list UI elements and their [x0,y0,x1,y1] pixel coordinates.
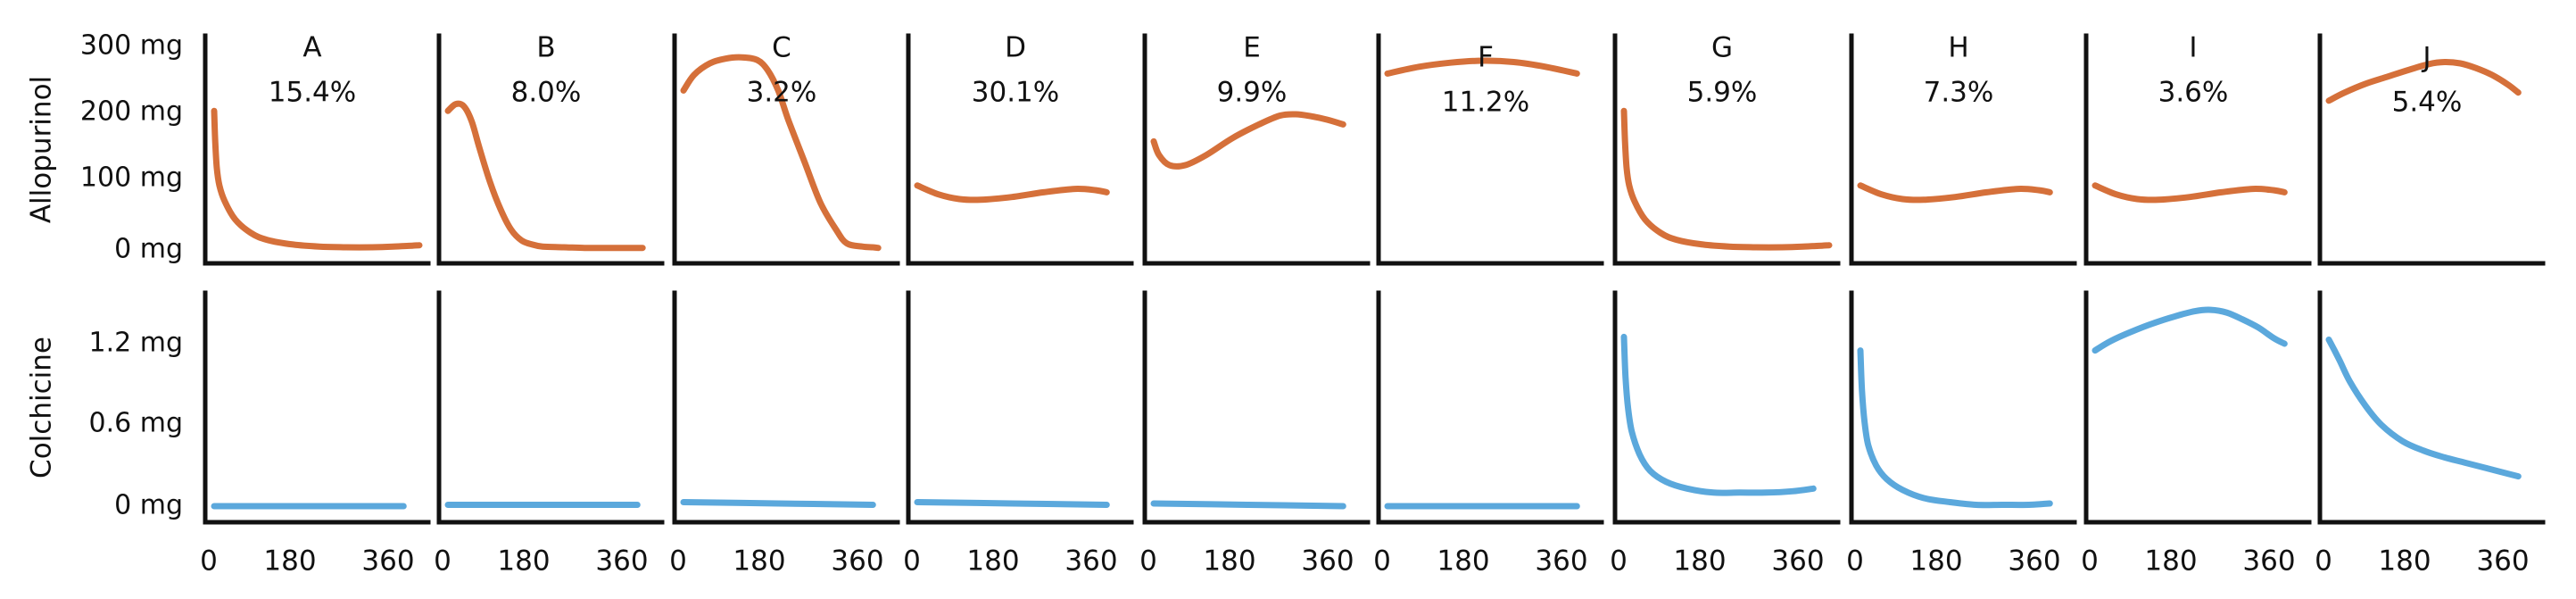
panel-percentage: 3.2% [747,77,817,109]
colchicine-line-d [914,499,1110,508]
allopurinol-line-h [1857,182,2053,204]
allopurinol-line-c [680,54,882,252]
allopurinol-line-f [1384,57,1580,77]
x-tick-label: 360 [2242,545,2295,578]
panel-label: G [1711,32,1733,64]
x-tick-label: 0 [2081,545,2099,578]
panel-f: F 11.2% 0 180 360 [1373,33,1604,578]
x-tick-label: 0 [434,545,451,578]
allopurinol-line-g [1620,107,1833,251]
panel-label: A [302,32,321,64]
panel-d: D 30.1% 0 180 360 [903,32,1134,578]
y-axis-title-allopurinol: Allopurinol [26,76,58,223]
x-tick-label: 360 [1535,545,1587,578]
panel-e: E 9.9% 0 180 360 [1139,32,1371,578]
x-tick-label: 360 [1771,545,1824,578]
x-tick-label: 0 [903,545,921,578]
allopurinol-line-i [2091,182,2288,204]
x-tick-label: 360 [595,545,648,578]
y-axis-title-colchicine: Colchicine [26,337,58,478]
panel-label: I [2189,32,2197,64]
panel-label: F [1478,42,1494,74]
x-tick-label: 180 [2144,545,2197,578]
panel-label: C [772,32,791,64]
x-tick-label: 360 [2008,545,2060,578]
panel-b: B 8.0% 0 180 360 [434,32,665,578]
panel-a: A 15.4% 0 180 360 [200,32,431,578]
colchicine-line-j [2325,337,2522,480]
panel-label: E [1243,32,1261,64]
panel-j: J 5.4% 0 180 360 [2315,33,2546,578]
colchicine-line-c [680,499,876,508]
x-tick-label: 360 [1301,545,1354,578]
x-tick-label: 360 [831,545,883,578]
x-tick-label: 0 [1846,545,1864,578]
x-tick-label: 0 [1610,545,1628,578]
panel-percentage: 5.9% [1687,77,1758,109]
x-tick-label: 360 [361,545,414,578]
x-tick-label: 180 [1203,545,1255,578]
x-tick-label: 360 [1064,545,1117,578]
x-tick-label: 0 [669,545,687,578]
y-tick-label: 1.2 mg [88,328,183,359]
panel-label: D [1005,32,1026,64]
panel-percentage: 11.2% [1442,87,1529,119]
colchicine-line-i [2091,306,2288,354]
y-tick-label: 0 mg [114,234,183,265]
panel-percentage: 30.1% [972,77,1059,109]
x-tick-label: 180 [497,545,550,578]
x-tick-label: 0 [200,545,218,578]
panel-label: B [536,32,555,64]
allopurinol-line-j [2325,58,2522,104]
colchicine-line-g [1620,333,1817,496]
panel-percentage: 9.9% [1217,77,1288,109]
x-tick-label: 180 [1909,545,1962,578]
y-tick-label: 0.6 mg [88,408,183,439]
colchicine-line-e [1150,500,1346,510]
panel-label: J [2421,42,2431,74]
panel-label: H [1948,32,1968,64]
panel-percentage: 8.0% [511,77,582,109]
allopurinol-line-a [211,107,423,251]
allopurinol-line-e [1150,111,1346,170]
x-tick-label: 0 [1139,545,1157,578]
colchicine-line-h [1857,347,2053,509]
y-tick-label: 100 mg [80,162,183,194]
panel-h: H 7.3% 0 180 360 [1846,32,2077,578]
x-tick-label: 180 [1673,545,1726,578]
x-tick-label: 180 [733,545,785,578]
x-tick-label: 180 [2378,545,2431,578]
x-tick-label: 0 [2315,545,2332,578]
x-tick-label: 180 [1437,545,1489,578]
panel-percentage: 5.4% [2392,87,2463,119]
y-tick-label: 0 mg [114,490,183,521]
panel-percentage: 7.3% [1924,77,1994,109]
allopurinol-line-d [914,182,1110,204]
x-tick-label: 360 [2476,545,2529,578]
panel-percentage: 3.6% [2158,77,2229,109]
x-tick-label: 180 [263,545,316,578]
allopurinol-line-b [444,100,646,252]
x-tick-label: 180 [966,545,1019,578]
panel-percentage: 15.4% [269,77,356,109]
x-tick-label: 0 [1373,545,1391,578]
panel-g: G 5.9% 0 180 360 [1610,32,1841,578]
panel-c: C 3.2% 0 180 360 [669,32,900,578]
panel-i: I 3.6% 0 180 360 [2081,32,2312,578]
y-tick-label: 300 mg [80,30,183,62]
y-tick-label: 200 mg [80,96,183,128]
